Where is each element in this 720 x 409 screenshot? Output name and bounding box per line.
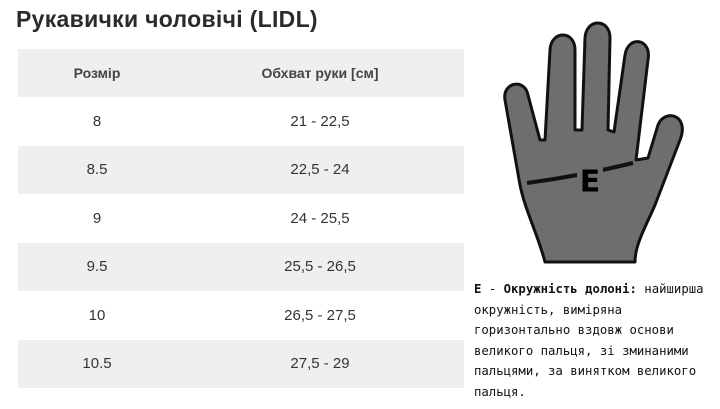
title: Рукавички чоловічі (LIDL)	[16, 6, 318, 32]
column-header: Розмір	[18, 49, 176, 98]
table-row: 8 21 - 22,5	[18, 97, 464, 146]
table-row: 8.5 22,5 - 24	[18, 145, 464, 195]
caption-body: найширша окружність, виміряна горизонтал…	[474, 282, 704, 399]
table-body: 8 21 - 22,5 8.5 22,5 - 24 9 24 - 25,5 9.5 25,5 …	[18, 97, 464, 389]
table-cell: 9	[18, 194, 176, 243]
table-cell: 10	[18, 291, 176, 340]
table-cell: 10.5	[18, 339, 176, 389]
table-cell: 21 - 22,5	[176, 97, 464, 146]
table-cell: 26,5 - 27,5	[176, 291, 464, 340]
size-table: Розмір Обхват руки [см] 8 21 - 22,5 8.5 22,…	[18, 49, 464, 389]
label-bg	[577, 163, 603, 199]
column-header: Обхват руки [см]	[176, 49, 464, 98]
table-cell: 25,5 - 26,5	[176, 242, 464, 292]
table-row: 9 24 - 25,5	[18, 194, 464, 243]
table-cell: 8.5	[18, 145, 176, 195]
hand-illustration: E	[503, 21, 684, 264]
caption-dash: -	[488, 282, 497, 296]
table-cell: 8	[18, 97, 176, 146]
table-row: 10.5 27,5 - 29	[18, 339, 464, 389]
hand-shape	[503, 21, 684, 264]
table-cell: 27,5 - 29	[176, 339, 464, 389]
table-cell: 24 - 25,5	[176, 194, 464, 243]
caption-heading: Окружність долоні:	[503, 282, 637, 296]
caption-letter: E	[474, 282, 482, 296]
header-row: Розмір Обхват руки [см]	[18, 49, 464, 98]
caption: E - Окружність долоні: найширша окружніс…	[474, 279, 716, 402]
table-cell: 22,5 - 24	[176, 145, 464, 195]
table-cell: 9.5	[18, 242, 176, 292]
hand-label: E	[580, 165, 601, 200]
table-row: 10 26,5 - 27,5	[18, 291, 464, 340]
table-row: 9.5 25,5 - 26,5	[18, 242, 464, 292]
